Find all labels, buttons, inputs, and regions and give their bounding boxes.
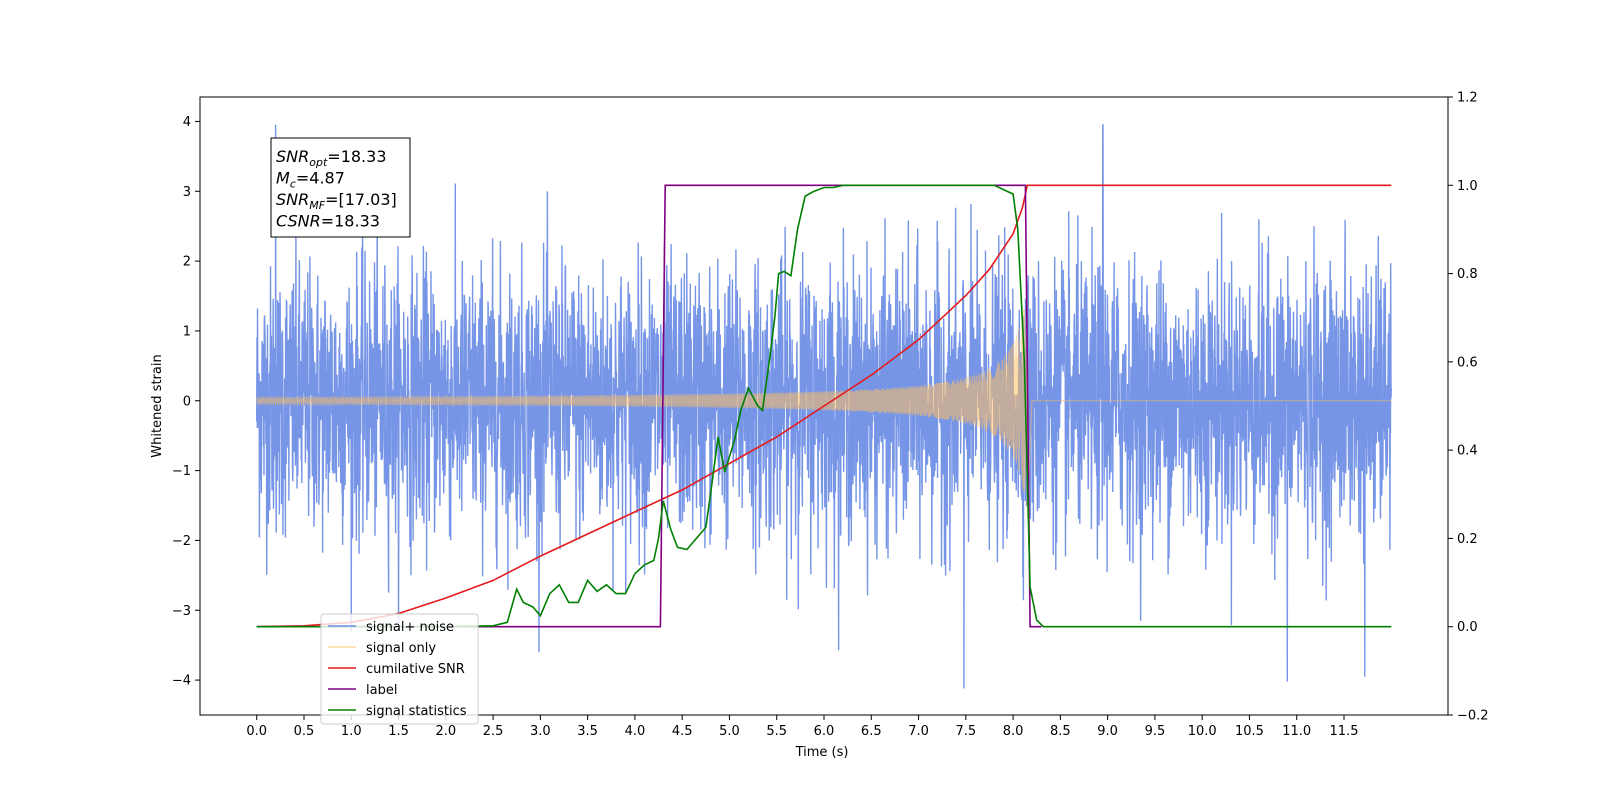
- y-tick-label: −1: [172, 464, 191, 479]
- annotation-box: SNRopt=18.33Mc=4.87SNRMF=[17.03]CSNR=18.…: [270, 137, 411, 238]
- x-tick-label: 1.5: [388, 724, 409, 739]
- y2-tick-label: 0.0: [1457, 620, 1478, 635]
- y-axis-label: Whitened strain: [150, 354, 165, 457]
- x-tick-label: 9.0: [1097, 724, 1118, 739]
- y-tick-label: −4: [172, 674, 191, 689]
- y2-tick-label: −0.2: [1457, 709, 1489, 724]
- x-tick-label: 9.5: [1145, 724, 1166, 739]
- annotation-line: SNRopt=18.33: [276, 147, 387, 169]
- x-tick-label: 8.5: [1050, 724, 1071, 739]
- x-tick-label: 6.0: [814, 724, 835, 739]
- x-tick-label: 7.0: [908, 724, 929, 739]
- x-tick-label: 10.0: [1188, 724, 1217, 739]
- annotation-line: CSNR=18.33: [276, 212, 380, 231]
- legend-frame: [320, 613, 479, 725]
- legend: signal+ noise signal only cumilative SNR la…: [320, 613, 479, 725]
- y2-tick-label: 0.8: [1457, 267, 1478, 282]
- y-tick-label: 1: [183, 324, 191, 339]
- y-axis-left: 4 3 2 1 0 −1 −2 −3 −4: [172, 115, 200, 689]
- annotation-line: SNRMF=[17.03]: [276, 190, 397, 212]
- x-tick-label: 4.5: [672, 724, 693, 739]
- x-tick-label: 3.5: [577, 724, 598, 739]
- y-tick-label: 3: [183, 185, 191, 200]
- y2-tick-label: 0.2: [1457, 532, 1478, 547]
- x-tick-label: 4.0: [625, 724, 646, 739]
- x-tick-label: 3.0: [530, 724, 551, 739]
- series-signal-noise: [256, 124, 1392, 689]
- x-tick-label: 0.5: [294, 724, 315, 739]
- x-tick-label: 0.0: [246, 724, 267, 739]
- y-tick-label: −3: [172, 604, 191, 619]
- legend-label: signal statistics: [366, 704, 467, 719]
- x-tick-label: 10.5: [1235, 724, 1264, 739]
- x-axis: 0.0 0.5 1.0 1.5 2.0 2.5 3.0 3.5 4.0 4.5 5.0 5.5 6.0 6…: [246, 715, 1358, 739]
- y-tick-label: 0: [183, 394, 191, 409]
- y-tick-label: 4: [183, 115, 191, 130]
- x-tick-label: 7.5: [955, 724, 976, 739]
- y2-tick-label: 0.6: [1457, 355, 1478, 370]
- x-tick-label: 2.0: [435, 724, 456, 739]
- legend-label: signal only: [366, 641, 436, 656]
- x-tick-label: 6.5: [861, 724, 882, 739]
- y2-tick-label: 1.0: [1457, 179, 1478, 194]
- y2-tick-label: 1.2: [1457, 91, 1478, 106]
- y-axis-right: 1.2 1.0 0.8 0.6 0.4 0.2 0.0 −0.2: [1448, 91, 1489, 724]
- x-tick-label: 11.5: [1330, 724, 1359, 739]
- y2-tick-label: 0.4: [1457, 444, 1478, 459]
- x-tick-label: 11.0: [1282, 724, 1311, 739]
- x-tick-label: 5.0: [719, 724, 740, 739]
- legend-label: signal+ noise: [366, 620, 454, 635]
- series-cumulative-snr: [256, 184, 1392, 628]
- legend-label: label: [366, 683, 397, 698]
- annotation-line: Mc=4.87: [276, 169, 345, 191]
- y-tick-label: −2: [172, 534, 191, 549]
- legend-label: cumilative SNR: [366, 662, 465, 677]
- x-tick-label: 5.5: [766, 724, 787, 739]
- series-signal-only: [256, 299, 1392, 519]
- annotation-frame: [270, 137, 411, 238]
- x-tick-label: 1.0: [341, 724, 362, 739]
- x-tick-label: 2.5: [483, 724, 504, 739]
- y-tick-label: 2: [183, 255, 191, 270]
- x-tick-label: 8.0: [1003, 724, 1024, 739]
- x-axis-label: Time (s): [795, 745, 849, 760]
- plot-area: [256, 124, 1392, 689]
- series-signal-statistics: [256, 184, 1392, 628]
